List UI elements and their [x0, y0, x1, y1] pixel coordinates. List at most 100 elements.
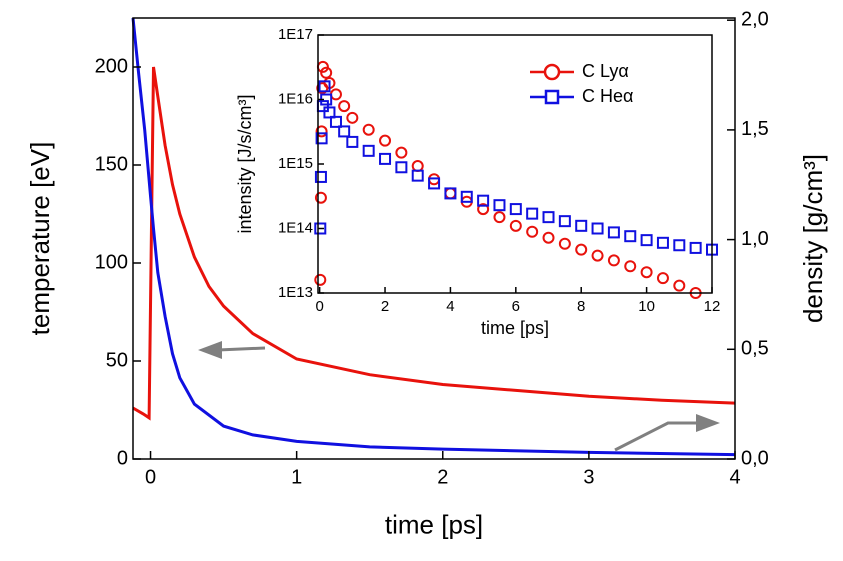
y2-axis-label: density [g/cm³]	[798, 154, 828, 323]
data-point	[314, 191, 327, 204]
y2-tick-label: 0,0	[741, 447, 769, 469]
data-point	[379, 134, 392, 147]
y-tick-label: 150	[95, 153, 128, 175]
x-tick-label: 4	[729, 466, 740, 488]
data-point	[558, 215, 571, 228]
arrows	[198, 341, 720, 452]
data-point	[575, 243, 588, 256]
data-point	[591, 222, 604, 235]
data-point	[314, 222, 327, 235]
data-point	[575, 219, 588, 232]
legend-marker	[543, 63, 561, 81]
y-axis-label: temperature [eV]	[25, 142, 55, 336]
y-tick-label: 1E14	[278, 219, 313, 236]
legend-marker	[544, 89, 560, 105]
x-tick-label: 3	[583, 466, 594, 488]
x-axis-label: time [ps]	[385, 509, 483, 539]
data-point	[379, 152, 392, 165]
data-point	[640, 266, 653, 279]
x-tick-label: 4	[446, 298, 454, 315]
data-point	[542, 231, 555, 244]
y-tick-label: 1E16	[278, 90, 313, 107]
data-point	[315, 125, 328, 138]
data-point	[320, 66, 333, 79]
data-point	[607, 254, 620, 267]
legend-label: C Lyα	[582, 61, 629, 81]
data-line	[132, 66, 736, 421]
data-point	[477, 203, 490, 216]
x-tick-label: 0	[145, 466, 156, 488]
data-point	[428, 177, 441, 190]
data-point	[444, 187, 457, 200]
y-tick-label: 1E13	[278, 284, 313, 301]
data-point	[395, 161, 408, 174]
y-tick-label: 200	[95, 55, 128, 77]
y2-tick-label: 2,0	[741, 8, 769, 30]
data-point	[362, 144, 375, 157]
y-tick-label: 50	[106, 349, 128, 371]
data-point	[346, 135, 359, 148]
y-tick-label: 1E15	[278, 155, 313, 172]
data-line	[131, 17, 736, 457]
data-point	[607, 226, 620, 239]
data-point	[493, 211, 506, 224]
data-point	[509, 219, 522, 232]
data-point	[460, 190, 473, 203]
x-tick-label: 6	[512, 298, 520, 315]
arrow-left-shaft	[217, 346, 266, 352]
data-point	[318, 80, 331, 93]
data-point	[493, 199, 506, 212]
x-tick-label: 8	[577, 298, 585, 315]
data-point	[314, 170, 327, 183]
data-point	[338, 100, 351, 113]
data-point	[314, 273, 327, 286]
data-point	[411, 169, 424, 182]
legend-label: C Heα	[582, 86, 633, 106]
x-tick-label: 0	[315, 298, 323, 315]
data-point	[591, 249, 604, 262]
data-point	[656, 236, 669, 249]
arrow-right-head	[696, 414, 720, 432]
x-tick-label: 12	[704, 298, 721, 315]
y-tick-label: 1E17	[278, 26, 313, 43]
data-point	[689, 241, 702, 254]
y2-tick-label: 1,0	[741, 228, 769, 250]
chart-1: 0 2 4 6 8 10 12 1E13 1E14 1E15 1E16 1E17 time [ps] in…	[235, 26, 721, 338]
y-axis-label: intensity [J/s/cm³]	[235, 94, 255, 233]
data-point	[395, 146, 408, 159]
x-tick-label: 1	[291, 466, 302, 488]
data-point	[338, 125, 351, 138]
data-point	[323, 106, 336, 119]
data-point	[509, 203, 522, 216]
data-point	[624, 230, 637, 243]
data-point	[362, 123, 375, 136]
x-tick-label: 10	[638, 298, 655, 315]
data-point	[315, 132, 328, 145]
data-point	[346, 111, 359, 124]
data-point	[526, 225, 539, 238]
x-tick-label: 2	[437, 466, 448, 488]
data-point	[542, 211, 555, 224]
data-point	[558, 237, 571, 250]
data-point	[329, 115, 342, 128]
data-point	[624, 260, 637, 273]
y2-tick-label: 0,5	[741, 338, 769, 360]
y-tick-label: 0	[117, 447, 128, 469]
plot-frame	[132, 17, 736, 460]
data-point	[526, 207, 539, 220]
data-point	[477, 194, 490, 207]
data-point	[673, 239, 686, 252]
x-tick-label: 2	[381, 298, 389, 315]
y2-tick-label: 1,5	[741, 118, 769, 140]
data-point	[656, 272, 669, 285]
x-axis-label: time [ps]	[481, 318, 549, 338]
arrow-left-head	[198, 341, 222, 359]
arrow-right-shaft	[614, 421, 700, 452]
data-point	[640, 234, 653, 247]
data-point	[673, 279, 686, 292]
y-tick-label: 100	[95, 251, 128, 273]
plot-background	[318, 35, 712, 293]
